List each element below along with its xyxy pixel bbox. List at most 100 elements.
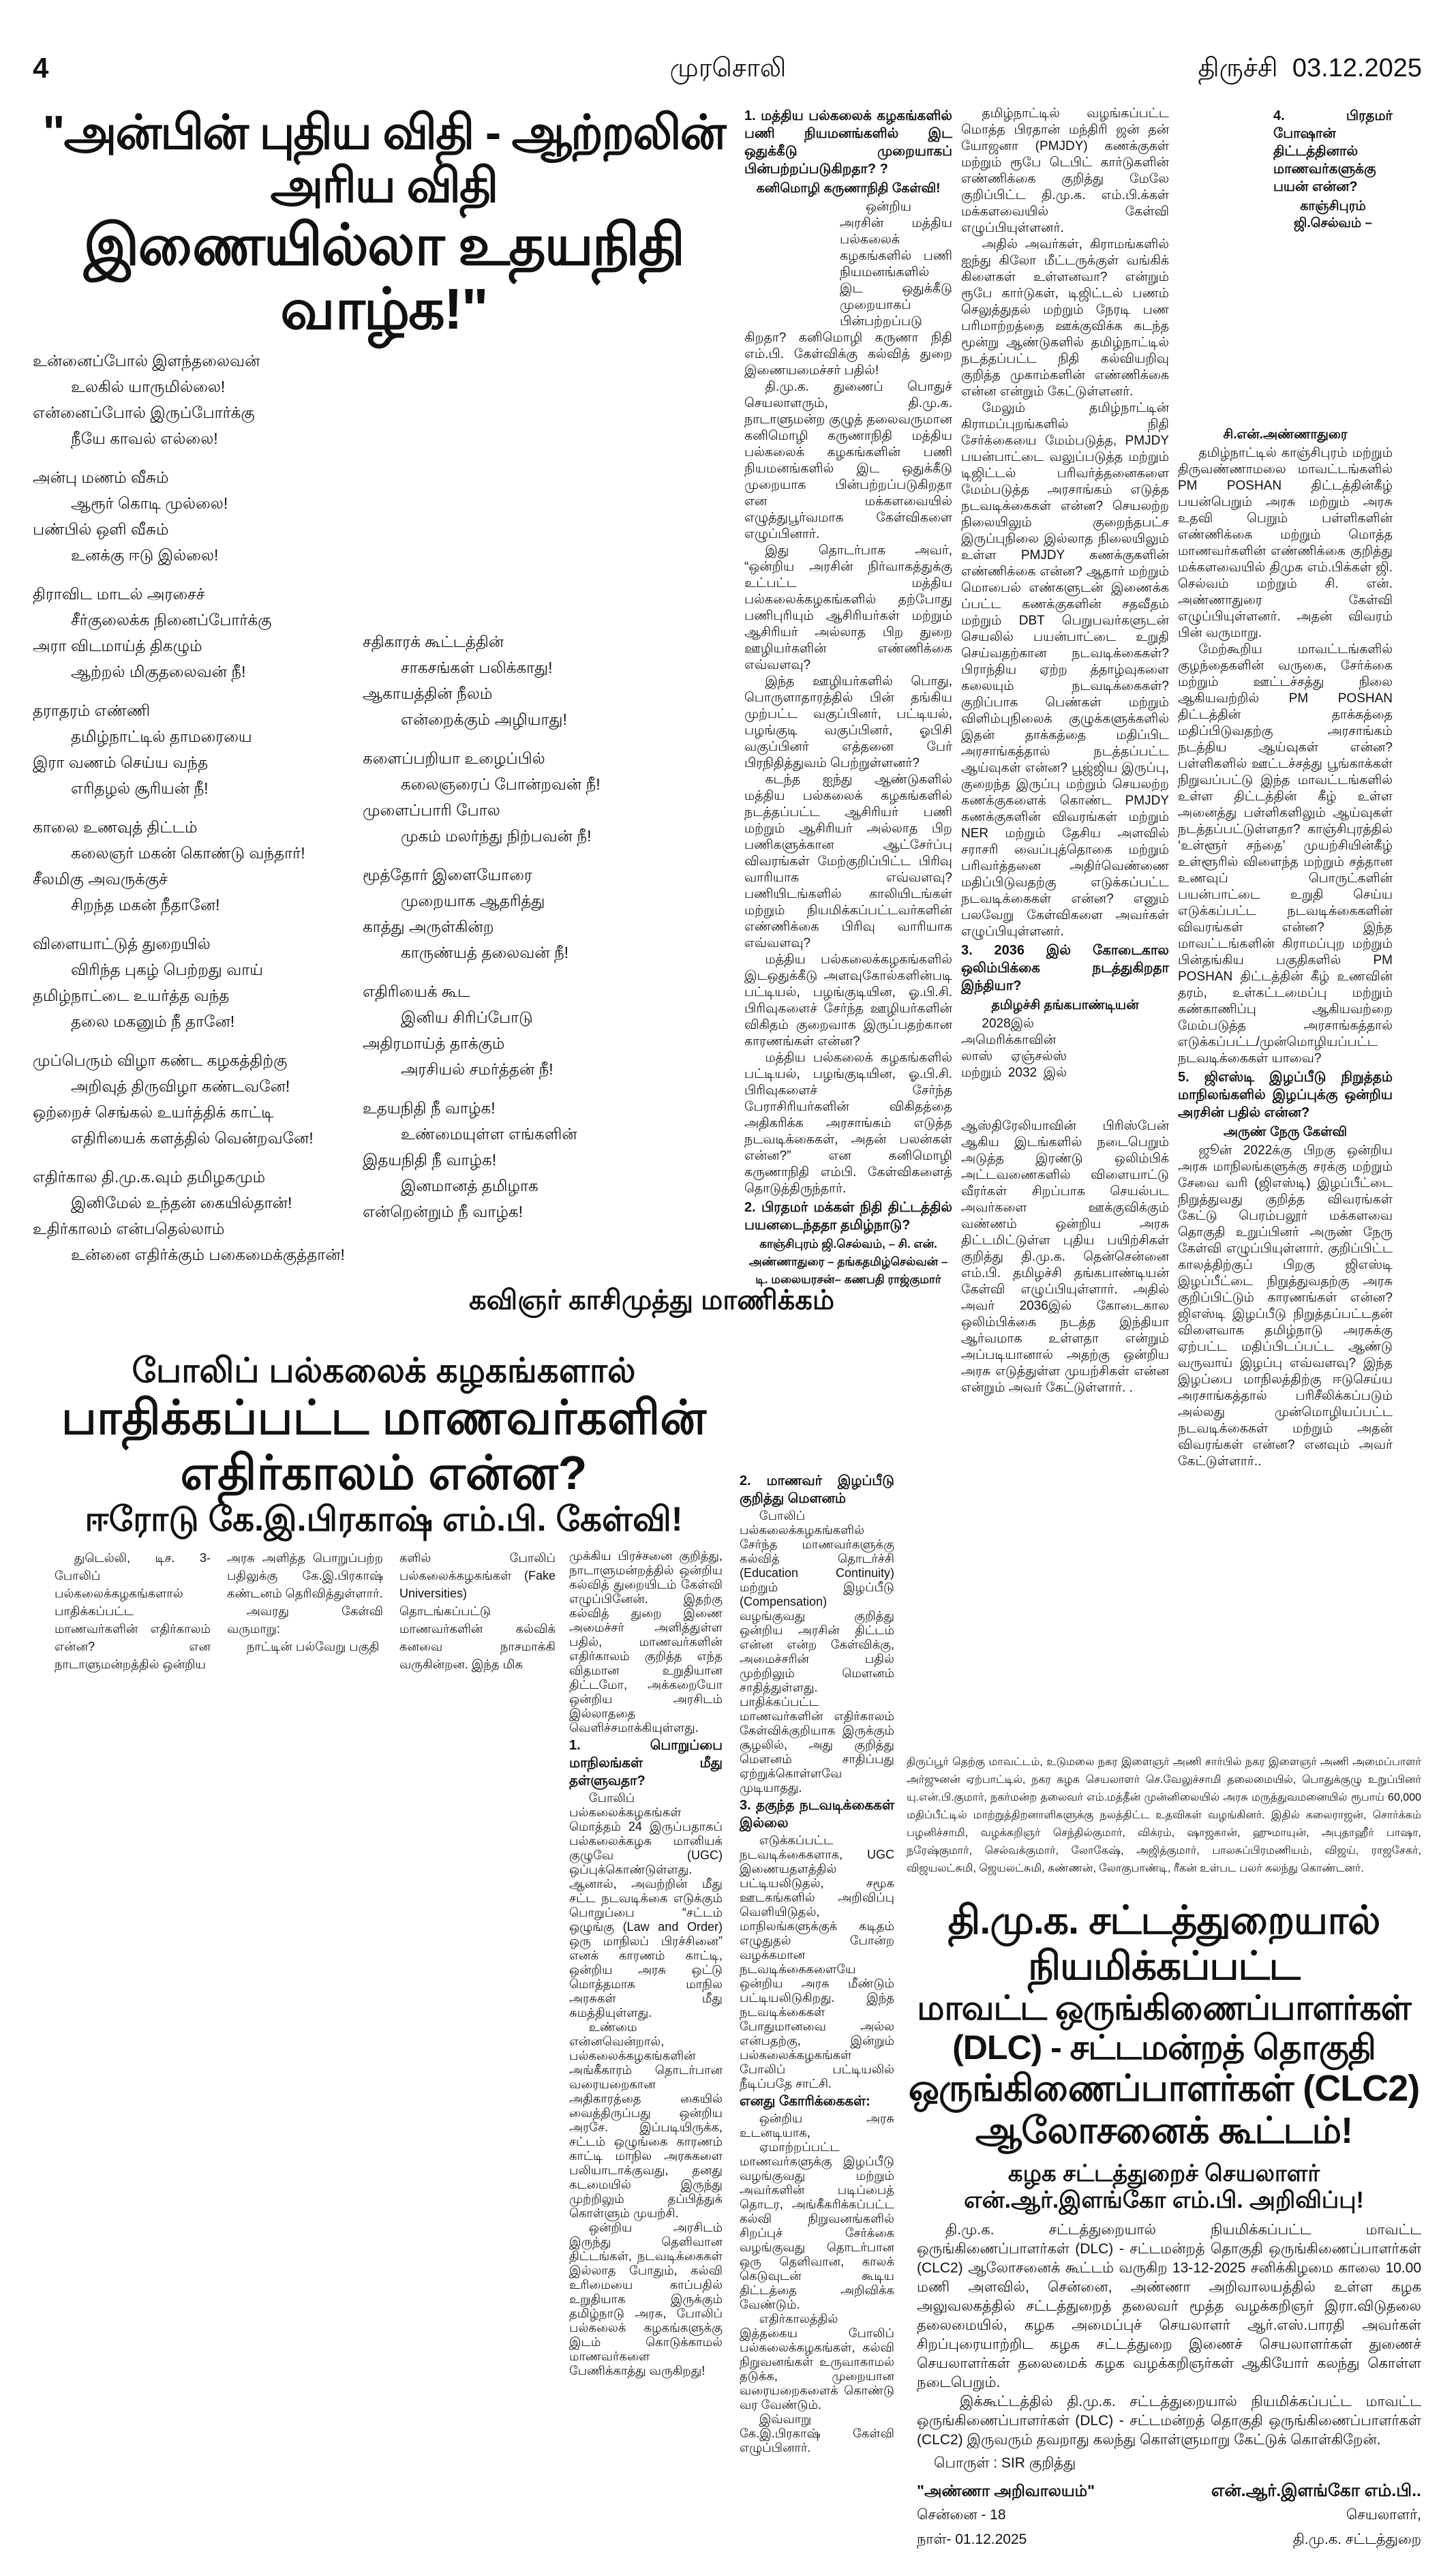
dlc-date: நாள்- 01.12.2025 [917, 2531, 1027, 2547]
poem-line: உலகில் யாருமில்லை! [71, 377, 226, 395]
photo-space [1178, 106, 1273, 426]
poem-line: சீர்குலைக்க நினைப்போர்க்கு [71, 610, 272, 629]
poem-line: என்னைப்போல் இருப்போர்க்கு [33, 403, 255, 421]
poem-line: கலைஞர் மகன் கொண்டு வந்தார்! [71, 843, 305, 862]
poem-line: உன்னை எதிர்க்கும் பகைமைக்குத்தான்! [71, 1245, 345, 1263]
poem-line: அரசியல் சமர்த்தன் நீ! [401, 1060, 553, 1078]
poem-line: எதிர்கால தி.மு.க.வும் தமிழகமும் [33, 1167, 266, 1186]
byline: காஞ்சிபுரம் ஜி.செல்வம், – சி. என். அண்ணா… [748, 1237, 948, 1286]
fake-univ-headline-line3: ஈரோடு கே.இ.பிரகாஷ் எம்.பி. கேள்வி! [85, 1500, 683, 1539]
poem-stanza: தராதரம் எண்ணி தமிழ்நாட்டில் தாமரையை இரா வண… [33, 697, 363, 801]
poem-stanza: காலை உணவுத் திட்டம் கலைஞர் மகன் கொண்டு வந… [33, 814, 363, 918]
subheading: 5. ஜிஎஸ்டி இழப்பீடு நிறுத்தம் மாநிலங்களி… [1178, 1070, 1393, 1120]
subheading: 1. மத்திய பல்கலைக் கழகங்களில் பணி நியமனங… [744, 108, 952, 177]
dlc-place-name: "அண்ணா அறிவாலயம்" [917, 2481, 1095, 2500]
question-column-2: தமிழ்நாட்டில் வழங்கப்பட்ட மொத்த பிரதான் … [961, 106, 1169, 1396]
poem-stanza: உதயநிதி நீ வாழ்க! உண்மையுள்ள எங்களின் இதயந… [363, 1095, 731, 1225]
paragraph: ஒன்றிய அரசு உடனடியாக, [740, 2111, 894, 2140]
poem-headline-line2: இணையில்லா உதயநிதி வாழ்க!" [83, 212, 685, 341]
dlc-organisation: தி.மு.க. சட்டத்துறை [1292, 2531, 1421, 2547]
poem-line: இனிமேல் உந்தன் கையில்தான்! [71, 1193, 292, 1212]
fake-univ-intro-col2: அரசு அளித்த பொறுப்பற்ற பதிலுக்கு கே.இ.பி… [227, 1549, 383, 1655]
paragraph: தமிழ்நாட்டில் வழங்கப்பட்ட மொத்த பிரதான் … [961, 106, 1169, 235]
paragraph: ஏமாற்றப்பட்ட மாணவர்களுக்கு இழப்பீடு வழங்… [740, 2140, 894, 2311]
poem-line: ஆகாயத்தின் நீலம் [363, 684, 493, 702]
question-column-3: 4. பிரதமர் போஷான் திட்டத்தினால் மாணவர்கள… [1178, 106, 1393, 1470]
poem-stanza: எதிர்கால தி.மு.க.வும் தமிழகமும் இனிமேல் உ… [33, 1164, 363, 1267]
poem-stanza: விளையாட்டுத் துறையில் விரிந்த புகழ் பெற்ற… [33, 931, 363, 1034]
poem-line: முகம் மலர்ந்து நிற்பவன் நீ! [401, 826, 592, 845]
poem-line: சீலமிகு அவருக்குச் [33, 869, 168, 888]
dlc-designation: செயலாளர், [1346, 2506, 1421, 2523]
poem-line: என்றைக்கும் அழியாது! [401, 710, 567, 728]
poem-left-column: உன்னைப்போல் இளந்தலைவன் உலகில் யாருமில்லை!… [33, 348, 363, 1280]
poem-line: என்றென்றும் நீ வாழ்க! [363, 1202, 523, 1220]
poem-stanza: மூத்தோர் இளையோரை முறையாக ஆதரித்து காத்து அ… [363, 862, 731, 965]
poem-line: மூத்தோர் இளையோரை [363, 865, 532, 884]
paragraph: முக்கிய பிரச்சனை குறித்து, நாடாளுமன்றத்த… [569, 1548, 723, 1735]
poem-line: இதயநிதி நீ வாழ்க! [363, 1150, 497, 1169]
paragraph: ஒன்றிய அரசின் மத்திய பல்கலைக் கழகங்களில்… [744, 200, 952, 378]
poem-line: தராதரம் எண்ணி [33, 701, 151, 719]
byline: தமிழச்சி தங்கபாண்டியன் [991, 998, 1139, 1012]
poem-line: ஒற்றைச் செங்கல் உயர்த்திக் காட்டி [33, 1102, 274, 1121]
poem-line: கலைஞரைப் போன்றவன் நீ! [401, 775, 601, 793]
fake-univ-intro: துடெல்லி, டிச. 3- போலிப் பல்கலைக்கழகங்கள… [55, 1549, 556, 1673]
paragraph: மேலும் தமிழ்நாட்டின் கிராமப்புறங்களில் ந… [961, 401, 1169, 939]
dlc-paragraph-2: இக்கூட்டத்தில் தி.மு.க. சட்டத்துறையால் ந… [917, 2393, 1421, 2448]
paragraph: அரசு அளித்த பொறுப்பற்ற பதிலுக்கு கே.இ.பி… [227, 1550, 383, 1600]
poem-line: இனிய சிரிப்போடு [401, 1008, 533, 1026]
dlc-city: சென்னை - 18 [917, 2506, 1006, 2523]
right-news-area: திருப்பூர் தெற்கு மாவட்டம், உடுமலை நகர இ… [907, 1549, 1421, 2552]
poem-line: ஆற்றல் மிகுதலைவன் நீ! [71, 662, 246, 680]
poem-line: உதயநிதி நீ வாழ்க! [363, 1098, 496, 1117]
poem-stanza: உன்னைப்போல் இளந்தலைவன் உலகில் யாருமில்லை!… [33, 348, 363, 451]
poem-line: அரா விடமாய்த் திகழும் [33, 636, 202, 655]
poem-stanza: எதிரியைக் கூட இனிய சிரிப்போடு அதிரமாய்த் த… [363, 978, 731, 1082]
subheading: 2. பிரதமர் மக்கள் நிதி திட்டத்தில் பயனடை… [744, 1200, 952, 1233]
poem-line: பண்பில் ஒளி வீசும் [33, 520, 169, 538]
poem-stanza: களைப்பறியா உழைப்பில் கலைஞரைப் போன்றவன் நீ… [363, 745, 731, 849]
photo-space [744, 199, 840, 315]
poem-line: நீயே காவல் எல்லை! [71, 429, 218, 447]
photo-space [1067, 1016, 1169, 1118]
poem-line: களைப்பறியா உழைப்பில் [363, 749, 545, 767]
poet-name: கவிஞர் காசிமுத்து மாணிக்கம் [469, 1285, 835, 1315]
poem-line: இரா வணம் செய்ய வந்த [33, 753, 209, 771]
dlc-headline-line3: ஒருங்கிணைப்பாளர்கள் (CLC2) ஆலோசனைக் கூட்… [908, 2068, 1420, 2152]
poem-line: எரிதழல் சூரியன் நீ! [71, 779, 209, 797]
dlc-subject: பொருள் : SIR குறித்து [934, 2455, 1076, 2471]
paragraph: ஒன்றிய அரசிடம் இருந்து தெளிவான திட்டங்கள… [569, 2220, 723, 2377]
subheading: 4. பிரதமர் போஷான் திட்டத்தினால் மாணவர்கள… [1273, 108, 1393, 194]
poem-line: உன்னைப்போல் இளந்தலைவன் [33, 351, 260, 370]
paragraph: போலிப் பல்கலைக்கழகங்கள் மொத்தம் 24 இருப்… [569, 1790, 723, 2020]
poem-line: சிறந்த மகன் நீதானே! [71, 895, 220, 914]
poem-line: முப்பெரும் விழா கண்ட கழகத்திற்கு [33, 1051, 288, 1069]
paragraph: அவரது கேள்வி வருமாறு: [227, 1604, 383, 1636]
poem-line: முளைப்பாரி போல [363, 800, 500, 819]
paragraph: களில் போலிப் பல்கலைக்கழகங்கள் (Fake Univ… [399, 1550, 556, 1671]
poem-article: "அன்பின் புதிய விதி - ஆற்றலின் அரிய விதி… [33, 106, 835, 1540]
poem-line: அன்பு மணம் வீசும் [33, 468, 169, 486]
poem-line: எதிரியைக் கூட [363, 982, 470, 1000]
fake-univ-headline-line1: போலிப் பல்கலைக் கழகங்களால் [132, 1351, 636, 1390]
poem-line: சாகசங்கள் பலிக்காது! [401, 658, 553, 676]
byline: அருண் நேரு கேள்வி [1223, 1125, 1348, 1139]
poem-line: விரிந்த புகழ் பெற்றது வாய் [71, 960, 263, 978]
parliament-questions: 1. மத்திய பல்கலைக் கழகங்களில் பணி நியமனங… [744, 106, 1423, 1470]
paragraph: மத்திய பல்கலைக்கழகங்களில் இடஒதுக்கீடு அள… [744, 952, 952, 1049]
poem-line: காருண்யத் தலைவன் நீ! [401, 943, 569, 961]
poem-line: அதிரமாய்த் தாக்கும் [363, 1034, 505, 1052]
paragraph: தமிழ்நாட்டில் காஞ்சிபுரம் மற்றும் திருவண… [1178, 446, 1393, 640]
poem: உன்னைப்போல் இளந்தலைவன் உலகில் யாருமில்லை!… [33, 348, 735, 1280]
paragraph: இந்த ஊழியர்களில் பொது, பொருளாதாரத்தில் ப… [744, 674, 952, 770]
newspaper-name: முரசொலி [669, 54, 787, 82]
paragraph: இவ்வாறு கே.இ.பிரகாஷ் கேள்வி எழுப்பினார். [740, 2412, 894, 2455]
fake-univ-headline-line2: பாதிக்கப்பட்ட மாணவர்களின் எதிர்காலம் என்… [61, 1391, 707, 1499]
poem-headline-line1: "அன்பின் புதிய விதி - ஆற்றலின் அரிய விதி [42, 106, 726, 213]
poem-line: அறிவுத் திருவிழா கண்டவனே! [71, 1077, 290, 1095]
paragraph: கடந்த ஐந்து ஆண்டுகளில் மத்திய பல்கலைக் க… [744, 772, 952, 950]
paragraph: நாட்டின் பல்வேறு பகுதி [246, 1639, 380, 1653]
poem-line: உதிர்காலம் என்பதெல்லாம் [33, 1219, 225, 1237]
